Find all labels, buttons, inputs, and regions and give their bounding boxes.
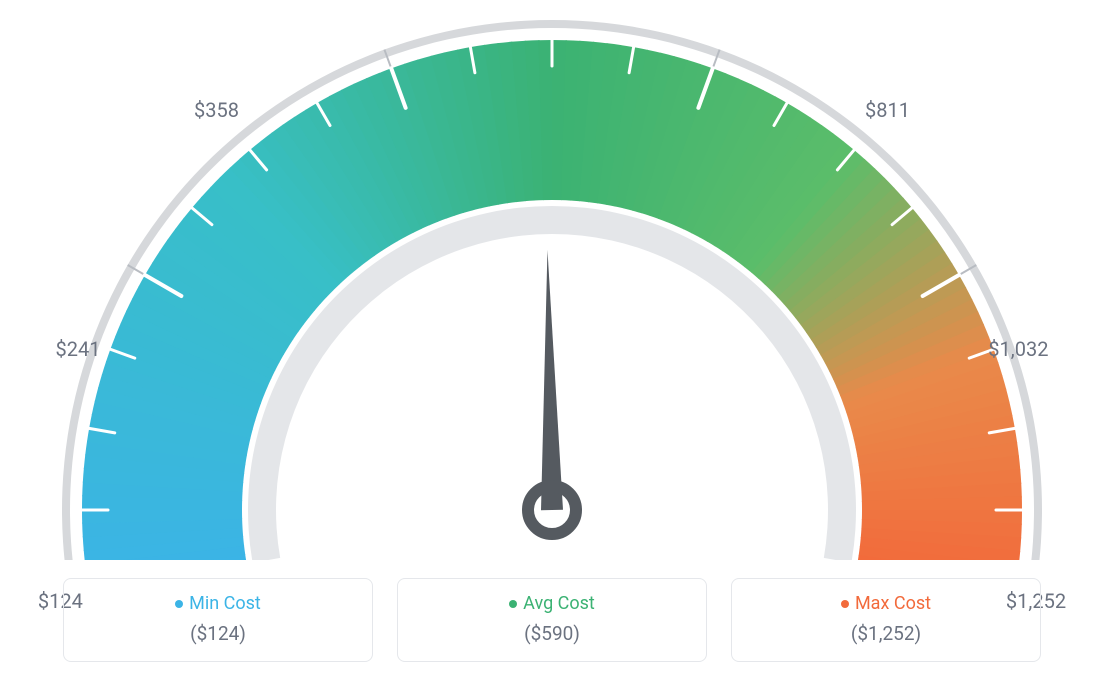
legend-title-max: Max Cost: [742, 593, 1030, 614]
legend-dot-max: [841, 600, 849, 608]
gauge-scale-label: $811: [865, 98, 910, 122]
legend-value-min: ($124): [74, 622, 362, 645]
gauge-scale-label: $241: [56, 337, 101, 361]
legend-label-max: Max Cost: [855, 593, 931, 614]
legend-label-min: Min Cost: [189, 593, 261, 614]
legend-card-max: Max Cost ($1,252): [731, 578, 1041, 662]
legend-card-avg: Avg Cost ($590): [397, 578, 707, 662]
gauge-scale-label: $358: [194, 98, 239, 122]
legend-title-min: Min Cost: [74, 593, 362, 614]
legend-value-avg: ($590): [408, 622, 696, 645]
legend-title-avg: Avg Cost: [408, 593, 696, 614]
legend-row: Min Cost ($124) Avg Cost ($590) Max Cost…: [0, 578, 1104, 662]
gauge-chart: $124$241$358$590$811$1,032$1,252: [0, 0, 1104, 560]
legend-value-max: ($1,252): [742, 622, 1030, 645]
legend-dot-min: [175, 600, 183, 608]
legend-label-avg: Avg Cost: [523, 593, 595, 614]
legend-dot-avg: [509, 600, 517, 608]
gauge-svg: [0, 0, 1104, 560]
gauge-scale-label: $1,032: [988, 337, 1048, 361]
legend-card-min: Min Cost ($124): [63, 578, 373, 662]
